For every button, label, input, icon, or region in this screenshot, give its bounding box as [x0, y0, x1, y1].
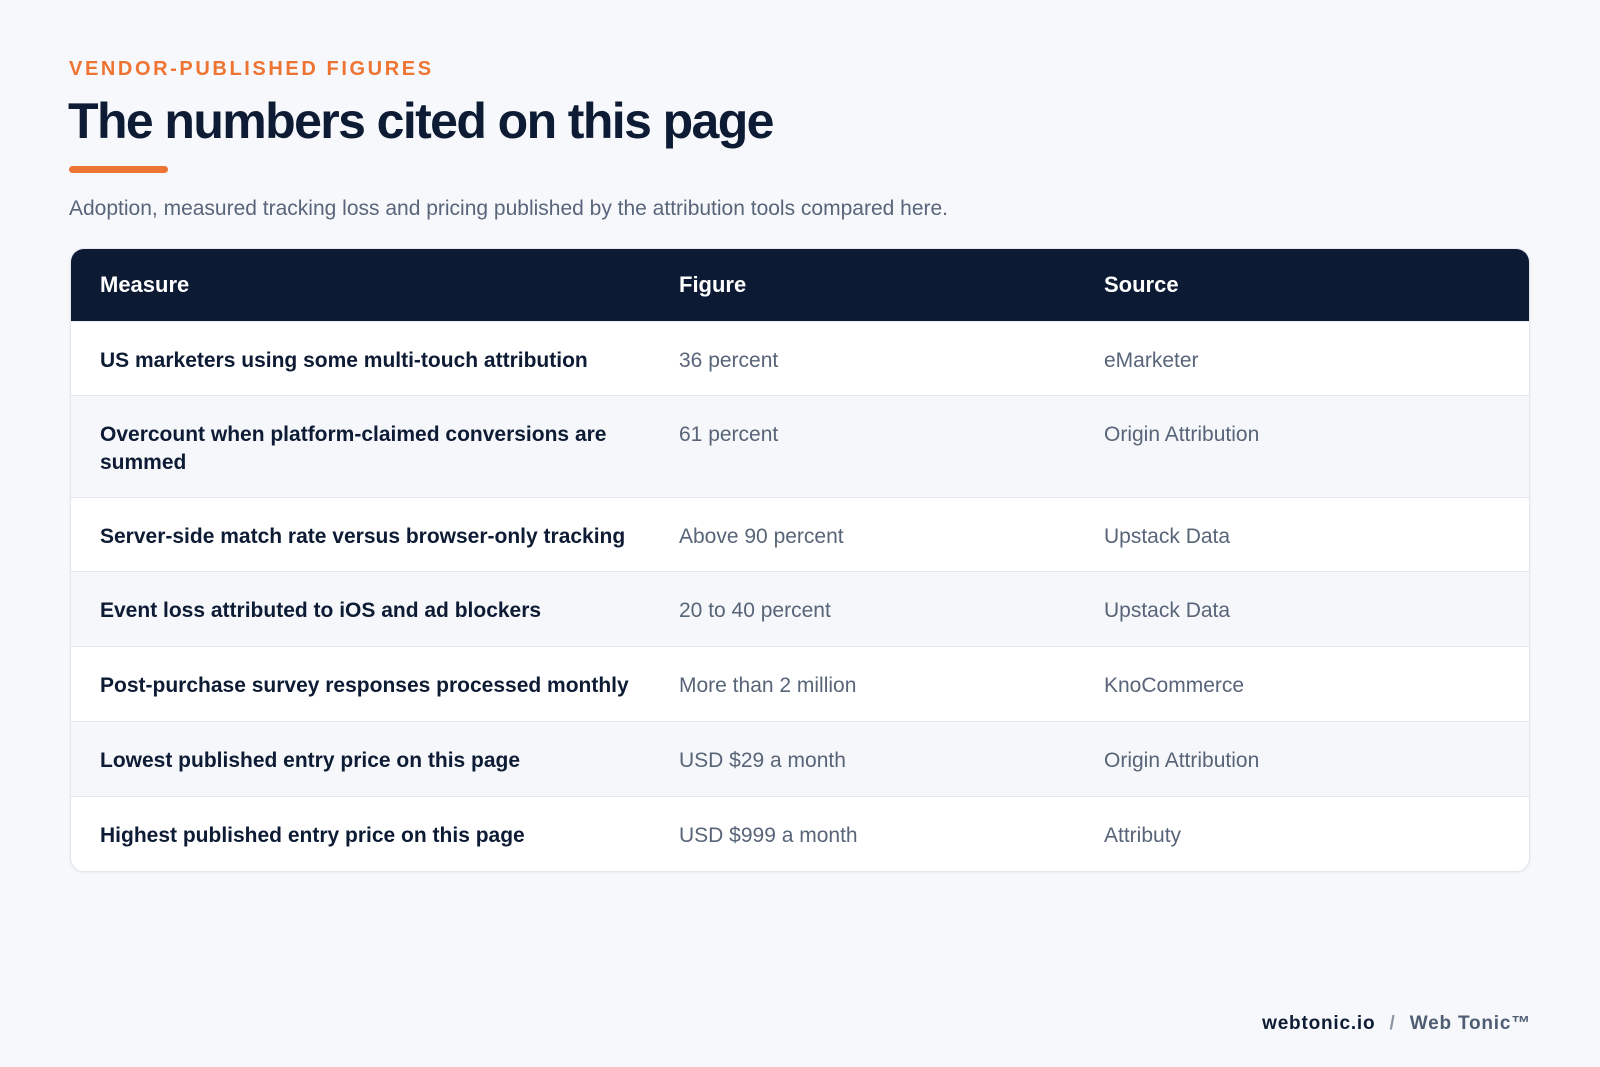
header-source: Source	[1104, 272, 1179, 297]
table-row: Post-purchase survey responses processed…	[71, 646, 1529, 721]
cell-figure: Above 90 percent	[679, 525, 844, 548]
footer-credit: webtonic.io / Web Tonic™	[1262, 1013, 1531, 1035]
header-figure: Figure	[679, 272, 747, 297]
cell-measure: Post-purchase survey responses processed…	[100, 674, 629, 697]
header-measure: Measure	[100, 272, 190, 297]
eyebrow-label: VENDOR-PUBLISHED FIGURES	[69, 58, 434, 80]
cell-figure: 20 to 40 percent	[679, 599, 831, 622]
footer-brand: Web Tonic™	[1409, 1013, 1531, 1034]
cell-source: Origin Attribution	[1104, 423, 1260, 446]
table-row: Lowest published entry price on this pag…	[71, 721, 1529, 796]
cell-measure: Server-side match rate versus browser-on…	[100, 525, 626, 548]
table-row: Server-side match rate versus browser-on…	[71, 497, 1529, 571]
cell-source: Upstack Data	[1104, 599, 1231, 622]
footer-separator: /	[1389, 1013, 1396, 1034]
cell-source: Attributy	[1104, 824, 1182, 847]
cell-figure: More than 2 million	[679, 674, 857, 697]
cell-measure: Lowest published entry price on this pag…	[100, 749, 521, 772]
cell-source: Upstack Data	[1104, 525, 1231, 548]
cell-measure: US marketers using some multi-touch attr…	[100, 349, 588, 372]
cell-measure: Event loss attributed to iOS and ad bloc…	[100, 599, 542, 622]
table-row: Overcount when platform-claimed conversi…	[71, 395, 1529, 497]
table-header: Measure Figure Source	[71, 249, 1529, 321]
cell-figure: 61 percent	[679, 423, 779, 446]
footer-domain: webtonic.io	[1262, 1013, 1376, 1034]
table-row: US marketers using some multi-touch attr…	[71, 321, 1529, 395]
title-accent-bar	[69, 166, 168, 173]
cell-source: Origin Attribution	[1104, 749, 1260, 772]
table-row: Highest published entry price on this pa…	[71, 796, 1529, 871]
cell-figure: 36 percent	[679, 349, 779, 372]
page-subtitle: Adoption, measured tracking loss and pri…	[69, 197, 949, 220]
cell-source: eMarketer	[1104, 349, 1199, 372]
cell-figure: USD $29 a month	[679, 749, 846, 772]
page-title: The numbers cited on this page	[68, 93, 774, 149]
figures-table: Measure Figure Source US marketers using…	[70, 248, 1530, 872]
cell-figure: USD $999 a month	[679, 824, 858, 847]
cell-measure: Overcount when platform-claimed conversi…	[100, 423, 607, 474]
cell-source: KnoCommerce	[1104, 674, 1245, 697]
cell-measure: Highest published entry price on this pa…	[100, 824, 525, 847]
table-row: Event loss attributed to iOS and ad bloc…	[71, 571, 1529, 646]
